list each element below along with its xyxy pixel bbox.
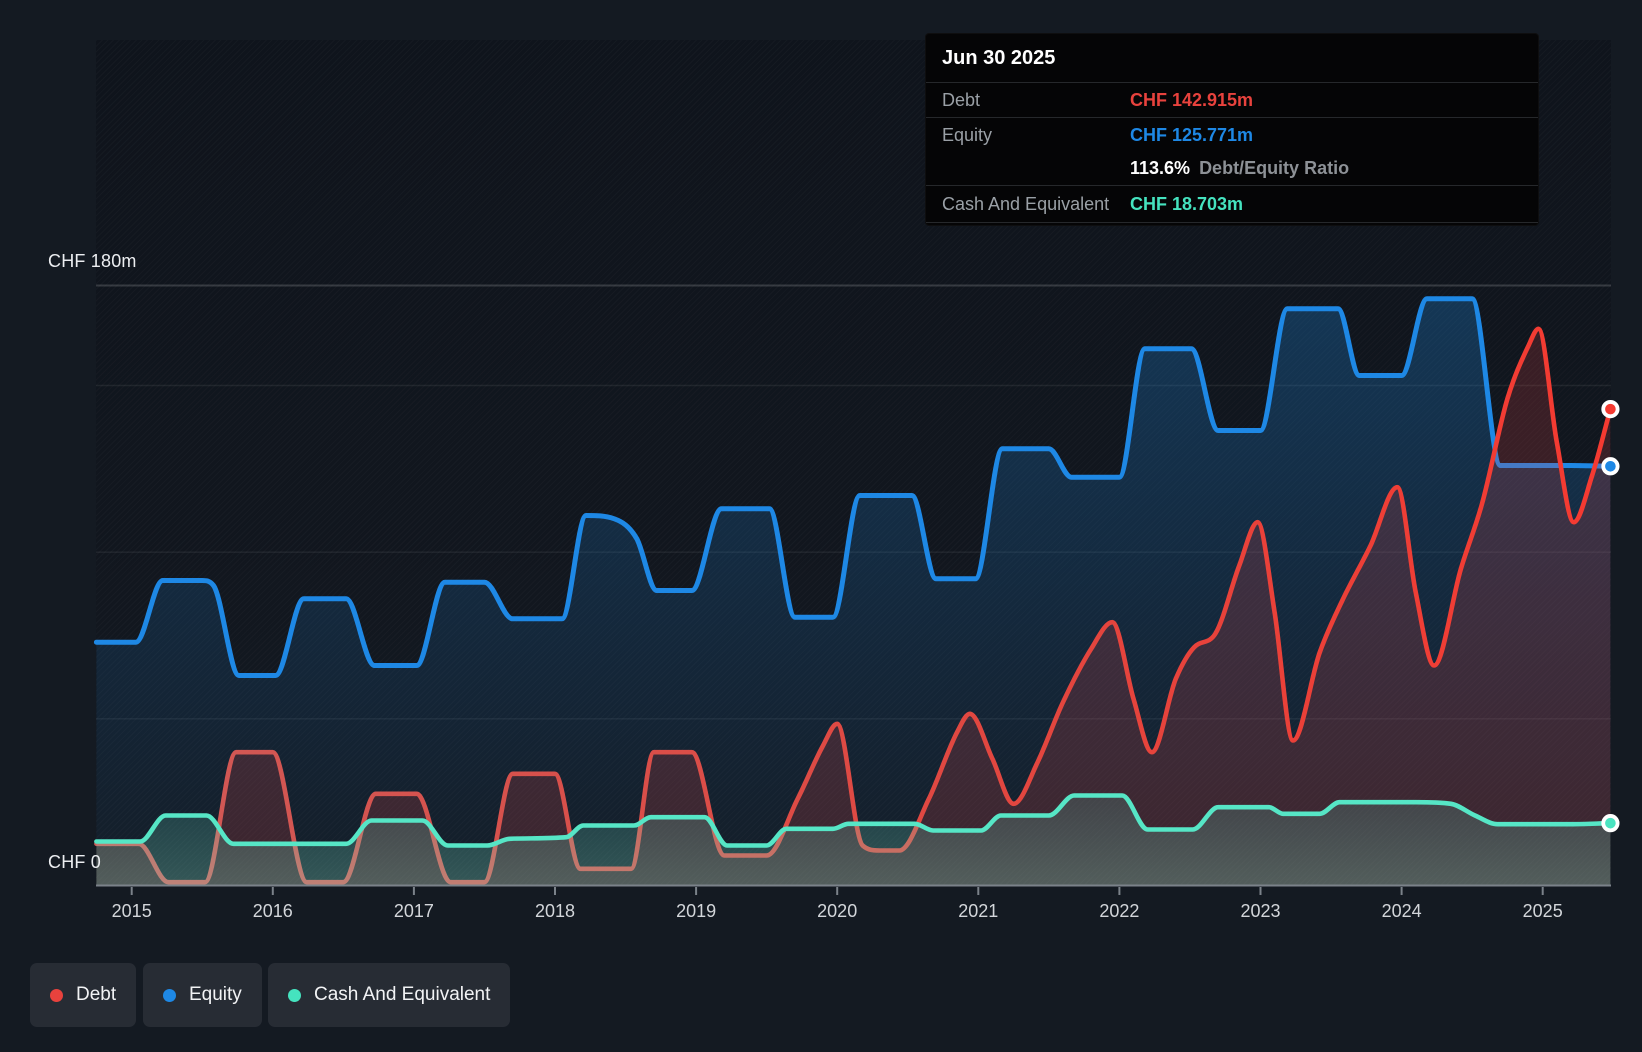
- x-axis-label-2018: 2018: [534, 901, 576, 921]
- legend-item-cash[interactable]: Cash And Equivalent: [268, 963, 511, 1027]
- debt-area: [96, 328, 1611, 886]
- tooltip-ratio-label: Debt/Equity Ratio: [1199, 158, 1350, 178]
- x-axis-label-2021: 2021: [958, 901, 999, 921]
- x-axis-label-2025: 2025: [1522, 901, 1563, 921]
- x-axis-label-2023: 2023: [1240, 901, 1281, 921]
- tooltip-cash-value: CHF 18.703m: [1130, 193, 1244, 214]
- y-axis-label-180m: CHF 180m: [48, 251, 137, 271]
- x-axis-label-2022: 2022: [1099, 901, 1140, 921]
- y-axis-label-0: CHF 0: [48, 852, 102, 872]
- tooltip-debt-value: CHF 142.915m: [1130, 89, 1254, 110]
- cash-line: [94, 793, 1613, 848]
- x-axis-label-2020: 2020: [817, 901, 858, 921]
- debt-legend-dot-icon: [50, 988, 63, 1002]
- tooltip-row-cash: Cash And Equivalent CHF 18.703m: [926, 185, 1538, 223]
- equity-area: [96, 298, 1611, 886]
- legend-cash-label: Cash And Equivalent: [314, 984, 491, 1005]
- equity-line: [93, 296, 1613, 678]
- legend-item-equity[interactable]: Equity: [143, 963, 262, 1027]
- cash-end-marker[interactable]: [1601, 814, 1620, 833]
- tooltip-equity-value: CHF 125.771m: [1130, 124, 1254, 145]
- tooltip-cash-label: Cash And Equivalent: [942, 193, 1110, 214]
- x-axis-label-2016: 2016: [252, 901, 293, 921]
- equity-end-marker[interactable]: [1601, 457, 1620, 476]
- tooltip-ratio-value: 113.6%: [1130, 158, 1191, 178]
- debt-end-marker[interactable]: [1601, 400, 1620, 419]
- x-axis-label-2017: 2017: [393, 901, 434, 921]
- cash-area: [96, 795, 1611, 886]
- tooltip-row-ratio: 113.6% Debt/Equity Ratio: [926, 152, 1538, 185]
- legend-debt-label: Debt: [76, 984, 117, 1005]
- cash-legend-dot-icon: [288, 988, 301, 1002]
- tooltip-row-debt: Debt CHF 142.915m: [926, 82, 1538, 117]
- x-axis-label-2019: 2019: [676, 901, 717, 921]
- x-axis-label-2024: 2024: [1381, 901, 1422, 921]
- legend-item-debt[interactable]: Debt: [30, 963, 137, 1027]
- tooltip-row-equity: Equity CHF 125.771m: [926, 117, 1538, 152]
- tooltip-debt-label: Debt: [942, 89, 981, 110]
- tooltip-equity-label: Equity: [942, 124, 993, 145]
- tooltip-date: Jun 30 2025: [942, 46, 1056, 69]
- chart-tooltip: Jun 30 2025 Debt CHF 142.915m Equity CHF…: [925, 33, 1539, 226]
- legend-equity-label: Equity: [189, 984, 242, 1005]
- x-axis-label-2015: 2015: [111, 901, 152, 921]
- equity-legend-dot-icon: [163, 988, 176, 1002]
